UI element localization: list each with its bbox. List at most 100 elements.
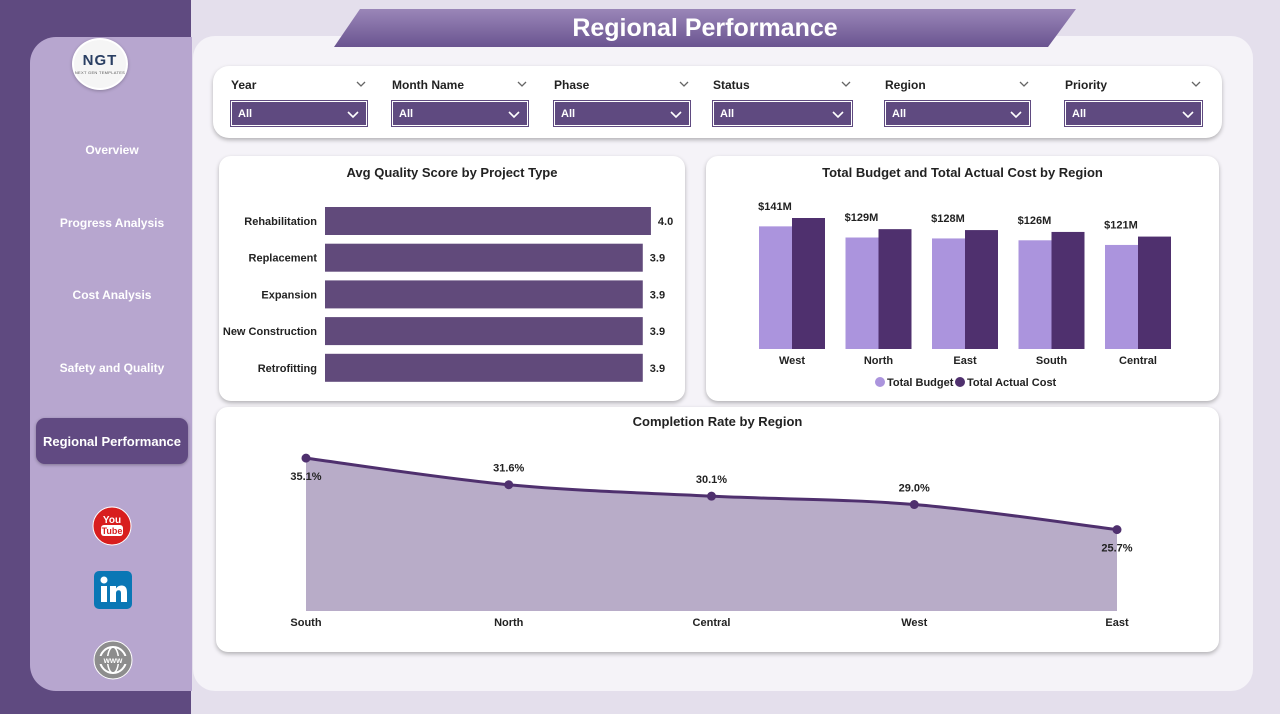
bar-budget-central[interactable]	[1105, 244, 1138, 349]
chevron-down-icon	[347, 110, 359, 118]
data-label-east: 25.7%	[1101, 543, 1132, 555]
data-label-south: $126M	[1018, 215, 1052, 227]
category-label-new-construction: New Construction	[223, 326, 317, 338]
chevron-down-icon[interactable]	[516, 78, 528, 90]
svg-text:www: www	[103, 656, 123, 665]
chevron-down-icon	[832, 110, 844, 118]
quality-score-title: Avg Quality Score by Project Type	[346, 165, 558, 180]
data-label-central: $121M	[1104, 220, 1138, 232]
data-label-south: 35.1%	[290, 471, 321, 483]
data-label-west: $141M	[758, 201, 792, 213]
sidebar-item-regional-performance[interactable]: Regional Performance	[36, 418, 188, 464]
data-label-retrofitting: 3.9	[650, 363, 665, 375]
filter-phase-label: Phase	[554, 78, 590, 92]
svg-text:Tube: Tube	[102, 526, 123, 536]
filter-status: Status All	[713, 76, 852, 126]
chevron-down-icon	[670, 110, 682, 118]
category-label-east: East	[953, 355, 977, 367]
sidebar-item-cost-analysis[interactable]: Cost Analysis	[72, 288, 152, 302]
bar-expansion[interactable]	[325, 280, 643, 309]
data-label-replacement: 3.9	[650, 253, 665, 265]
legend-actual-label: Total Actual Cost	[967, 377, 1057, 389]
filter-year-value: All	[238, 107, 253, 120]
bar-budget-east[interactable]	[932, 238, 965, 349]
filter-bar: Year All Month Name All Phase All Status…	[213, 66, 1222, 138]
data-label-central: 30.1%	[696, 474, 727, 486]
budget-cost-title: Total Budget and Total Actual Cost by Re…	[822, 165, 1103, 180]
point-south[interactable]	[301, 453, 311, 463]
filter-status-value: All	[720, 107, 735, 120]
category-label-north: North	[494, 617, 524, 629]
filter-region-select[interactable]: All	[885, 101, 1030, 126]
filter-priority: Priority All	[1065, 76, 1202, 126]
chevron-down-icon[interactable]	[678, 78, 690, 90]
completion-rate-chart: 35.1% South 31.6% North 30.1% Central 29.0% Wes…	[290, 453, 1133, 629]
filter-year-label: Year	[231, 78, 257, 92]
bar-actual-north[interactable]	[878, 229, 912, 349]
filter-status-label: Status	[713, 78, 750, 92]
sidebar-item-safety-and-quality[interactable]: Safety and Quality	[59, 361, 165, 375]
bar-replacement[interactable]	[325, 243, 643, 272]
data-label-new-construction: 3.9	[650, 326, 665, 338]
bar-rehabilitation[interactable]	[325, 207, 651, 235]
category-label-south: South	[1036, 355, 1067, 367]
filter-region: Region All	[885, 76, 1030, 126]
point-north[interactable]	[504, 480, 514, 490]
completion-rate-title: Completion Rate by Region	[632, 414, 803, 429]
point-west[interactable]	[909, 500, 919, 510]
bar-budget-north[interactable]	[845, 237, 879, 349]
chevron-down-icon[interactable]	[1190, 78, 1202, 90]
category-label-rehabilitation: Rehabilitation	[244, 216, 317, 228]
filter-month-name-label: Month Name	[392, 78, 464, 92]
filter-status-select[interactable]: All	[713, 101, 852, 126]
bar-actual-central[interactable]	[1138, 236, 1171, 349]
filter-priority-label: Priority	[1065, 78, 1108, 92]
filter-year: Year All	[231, 76, 367, 126]
sidebar-item-progress-analysis[interactable]: Progress Analysis	[59, 216, 165, 230]
sidebar-item-overview[interactable]: Overview	[85, 143, 139, 157]
filter-phase: Phase All	[554, 76, 690, 126]
youtube-icon[interactable]: You Tube	[92, 506, 132, 546]
category-label-east: East	[1105, 617, 1129, 629]
data-label-north: $129M	[845, 212, 879, 224]
bar-budget-west[interactable]	[759, 226, 792, 349]
chevron-down-icon[interactable]	[840, 78, 852, 90]
category-label-retrofitting: Retrofitting	[258, 363, 317, 375]
filter-phase-select[interactable]: All	[554, 101, 690, 126]
quality-score-chart: Rehabilitation 4.0 Replacement 3.9 Expansion…	[223, 207, 673, 382]
budget-cost-card: Total Budget and Total Actual Cost by Re…	[706, 156, 1219, 401]
bar-budget-south[interactable]	[1018, 240, 1052, 349]
category-label-west: West	[901, 617, 927, 629]
chevron-down-icon[interactable]	[1018, 78, 1030, 90]
bar-retrofitting[interactable]	[325, 353, 643, 382]
data-label-east: $128M	[931, 213, 965, 225]
quality-score-card: Avg Quality Score by Project Type Rehabi…	[219, 156, 685, 401]
category-label-south: South	[290, 617, 321, 629]
legend-actual-marker	[955, 377, 965, 387]
linkedin-icon[interactable]	[93, 570, 133, 610]
point-central[interactable]	[707, 491, 716, 501]
category-label-expansion: Expansion	[261, 289, 317, 301]
legend-budget-label: Total Budget	[887, 377, 954, 389]
website-icon[interactable]: www	[93, 640, 133, 680]
bar-new-construction[interactable]	[325, 317, 643, 346]
filter-priority-select[interactable]: All	[1065, 101, 1202, 126]
filter-region-label: Region	[885, 78, 926, 92]
bar-actual-west[interactable]	[792, 218, 825, 349]
data-label-west: 29.0%	[899, 483, 930, 495]
page-title: Regional Performance	[572, 13, 838, 42]
point-east[interactable]	[1112, 525, 1122, 535]
chevron-down-icon	[1010, 110, 1022, 118]
filter-year-select[interactable]: All	[231, 101, 367, 126]
bar-actual-south[interactable]	[1051, 231, 1085, 349]
chevron-down-icon[interactable]	[355, 78, 367, 90]
legend-budget-marker	[875, 377, 885, 387]
bar-actual-east[interactable]	[965, 230, 998, 349]
category-label-north: North	[864, 355, 894, 367]
data-label-rehabilitation: 4.0	[658, 216, 673, 228]
filter-month-name: Month Name All	[392, 76, 528, 126]
logo: NGT NEXT GEN TEMPLATES	[72, 38, 128, 90]
chevron-down-icon	[508, 110, 520, 118]
filter-month-name-select[interactable]: All	[392, 101, 528, 126]
filter-region-value: All	[892, 107, 907, 120]
